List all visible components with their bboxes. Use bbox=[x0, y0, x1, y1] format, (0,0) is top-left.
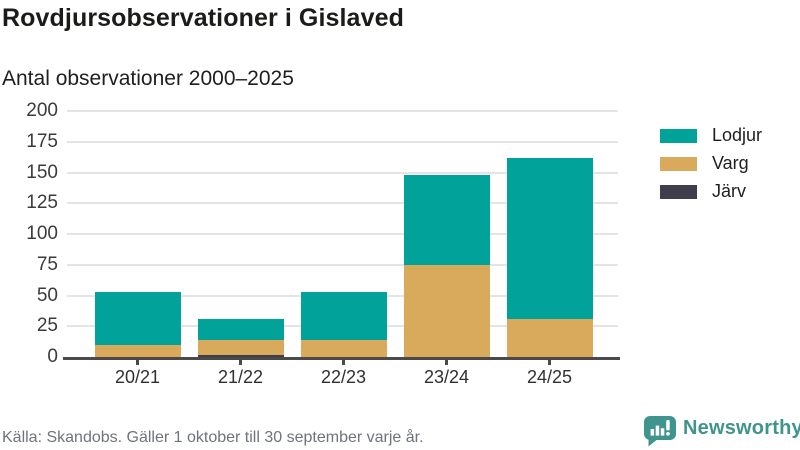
bar-segment-varg-20-21 bbox=[94, 344, 181, 357]
bar-segment-varg-22-23 bbox=[300, 339, 387, 357]
x-axis-label: 21/22 bbox=[217, 367, 264, 387]
y-axis-label: 200 bbox=[26, 100, 58, 121]
y-axis-label: 50 bbox=[36, 284, 58, 306]
legend-label: Varg bbox=[712, 153, 749, 173]
newsworthy-logo: Newsworthy bbox=[643, 415, 800, 448]
y-axis-label: 125 bbox=[26, 192, 58, 214]
x-axis-line bbox=[63, 357, 620, 360]
gridline-100 bbox=[67, 233, 618, 235]
gridline-150 bbox=[67, 171, 618, 174]
x-axis-label: 20/21 bbox=[114, 367, 161, 387]
x-axis-label: 24/25 bbox=[526, 367, 573, 387]
x-axis-label: 23/24 bbox=[423, 367, 470, 387]
legend-swatch bbox=[660, 156, 697, 171]
chart-subtitle: Antal observationer 2000–2025 bbox=[2, 67, 294, 90]
y-axis-label: 0 bbox=[47, 346, 58, 367]
x-tick-21-22 bbox=[239, 360, 242, 365]
legend-swatch bbox=[660, 184, 697, 199]
y-axis-label: 175 bbox=[26, 130, 58, 152]
x-tick-23-24 bbox=[445, 360, 448, 365]
bar-segment-varg-21-22 bbox=[197, 339, 284, 355]
legend-item-jrv: Järv bbox=[660, 181, 762, 201]
bar-segment-lodjur-24-25 bbox=[506, 157, 593, 319]
bar-segment-lodjur-23-24 bbox=[403, 174, 490, 265]
y-axis-label: 100 bbox=[26, 223, 58, 244]
bar-segment-lodjur-20-21 bbox=[94, 291, 181, 345]
legend-swatch bbox=[660, 128, 697, 143]
source-note: Källa: Skandobs. Gäller 1 oktober till 3… bbox=[2, 429, 424, 446]
bar-segment-lodjur-22-23 bbox=[300, 291, 387, 340]
x-axis-label: 22/23 bbox=[320, 367, 367, 387]
bar-segment-varg-24-25 bbox=[506, 318, 593, 357]
legend: Lodjur Varg Järv bbox=[660, 125, 763, 201]
x-tick-24-25 bbox=[548, 360, 551, 365]
bar-segment-varg-23-24 bbox=[403, 264, 490, 357]
y-axis-label: 25 bbox=[36, 315, 58, 337]
chart-title: Rovdjursobservationer i Gislaved bbox=[2, 4, 404, 32]
legend-item-varg: Varg bbox=[660, 153, 762, 173]
y-axis-label: 75 bbox=[36, 253, 58, 275]
legend-label: Järv bbox=[712, 181, 747, 201]
gridline-125 bbox=[67, 202, 618, 205]
newsworthy-wordmark: Newsworthy bbox=[683, 417, 800, 439]
newsworthy-logo-icon bbox=[644, 416, 676, 447]
x-tick-22-23 bbox=[342, 360, 345, 365]
bar-segment-jrv-21-22 bbox=[197, 354, 284, 357]
y-axis-label: 150 bbox=[26, 161, 58, 183]
legend-label: Lodjur bbox=[712, 125, 763, 145]
legend-item-lodjur: Lodjur bbox=[660, 125, 763, 145]
gridline-175 bbox=[67, 140, 618, 143]
x-tick-20-21 bbox=[136, 360, 139, 365]
gridline-75 bbox=[67, 263, 618, 266]
gridline-200 bbox=[67, 110, 618, 112]
bar-segment-lodjur-21-22 bbox=[197, 318, 284, 340]
